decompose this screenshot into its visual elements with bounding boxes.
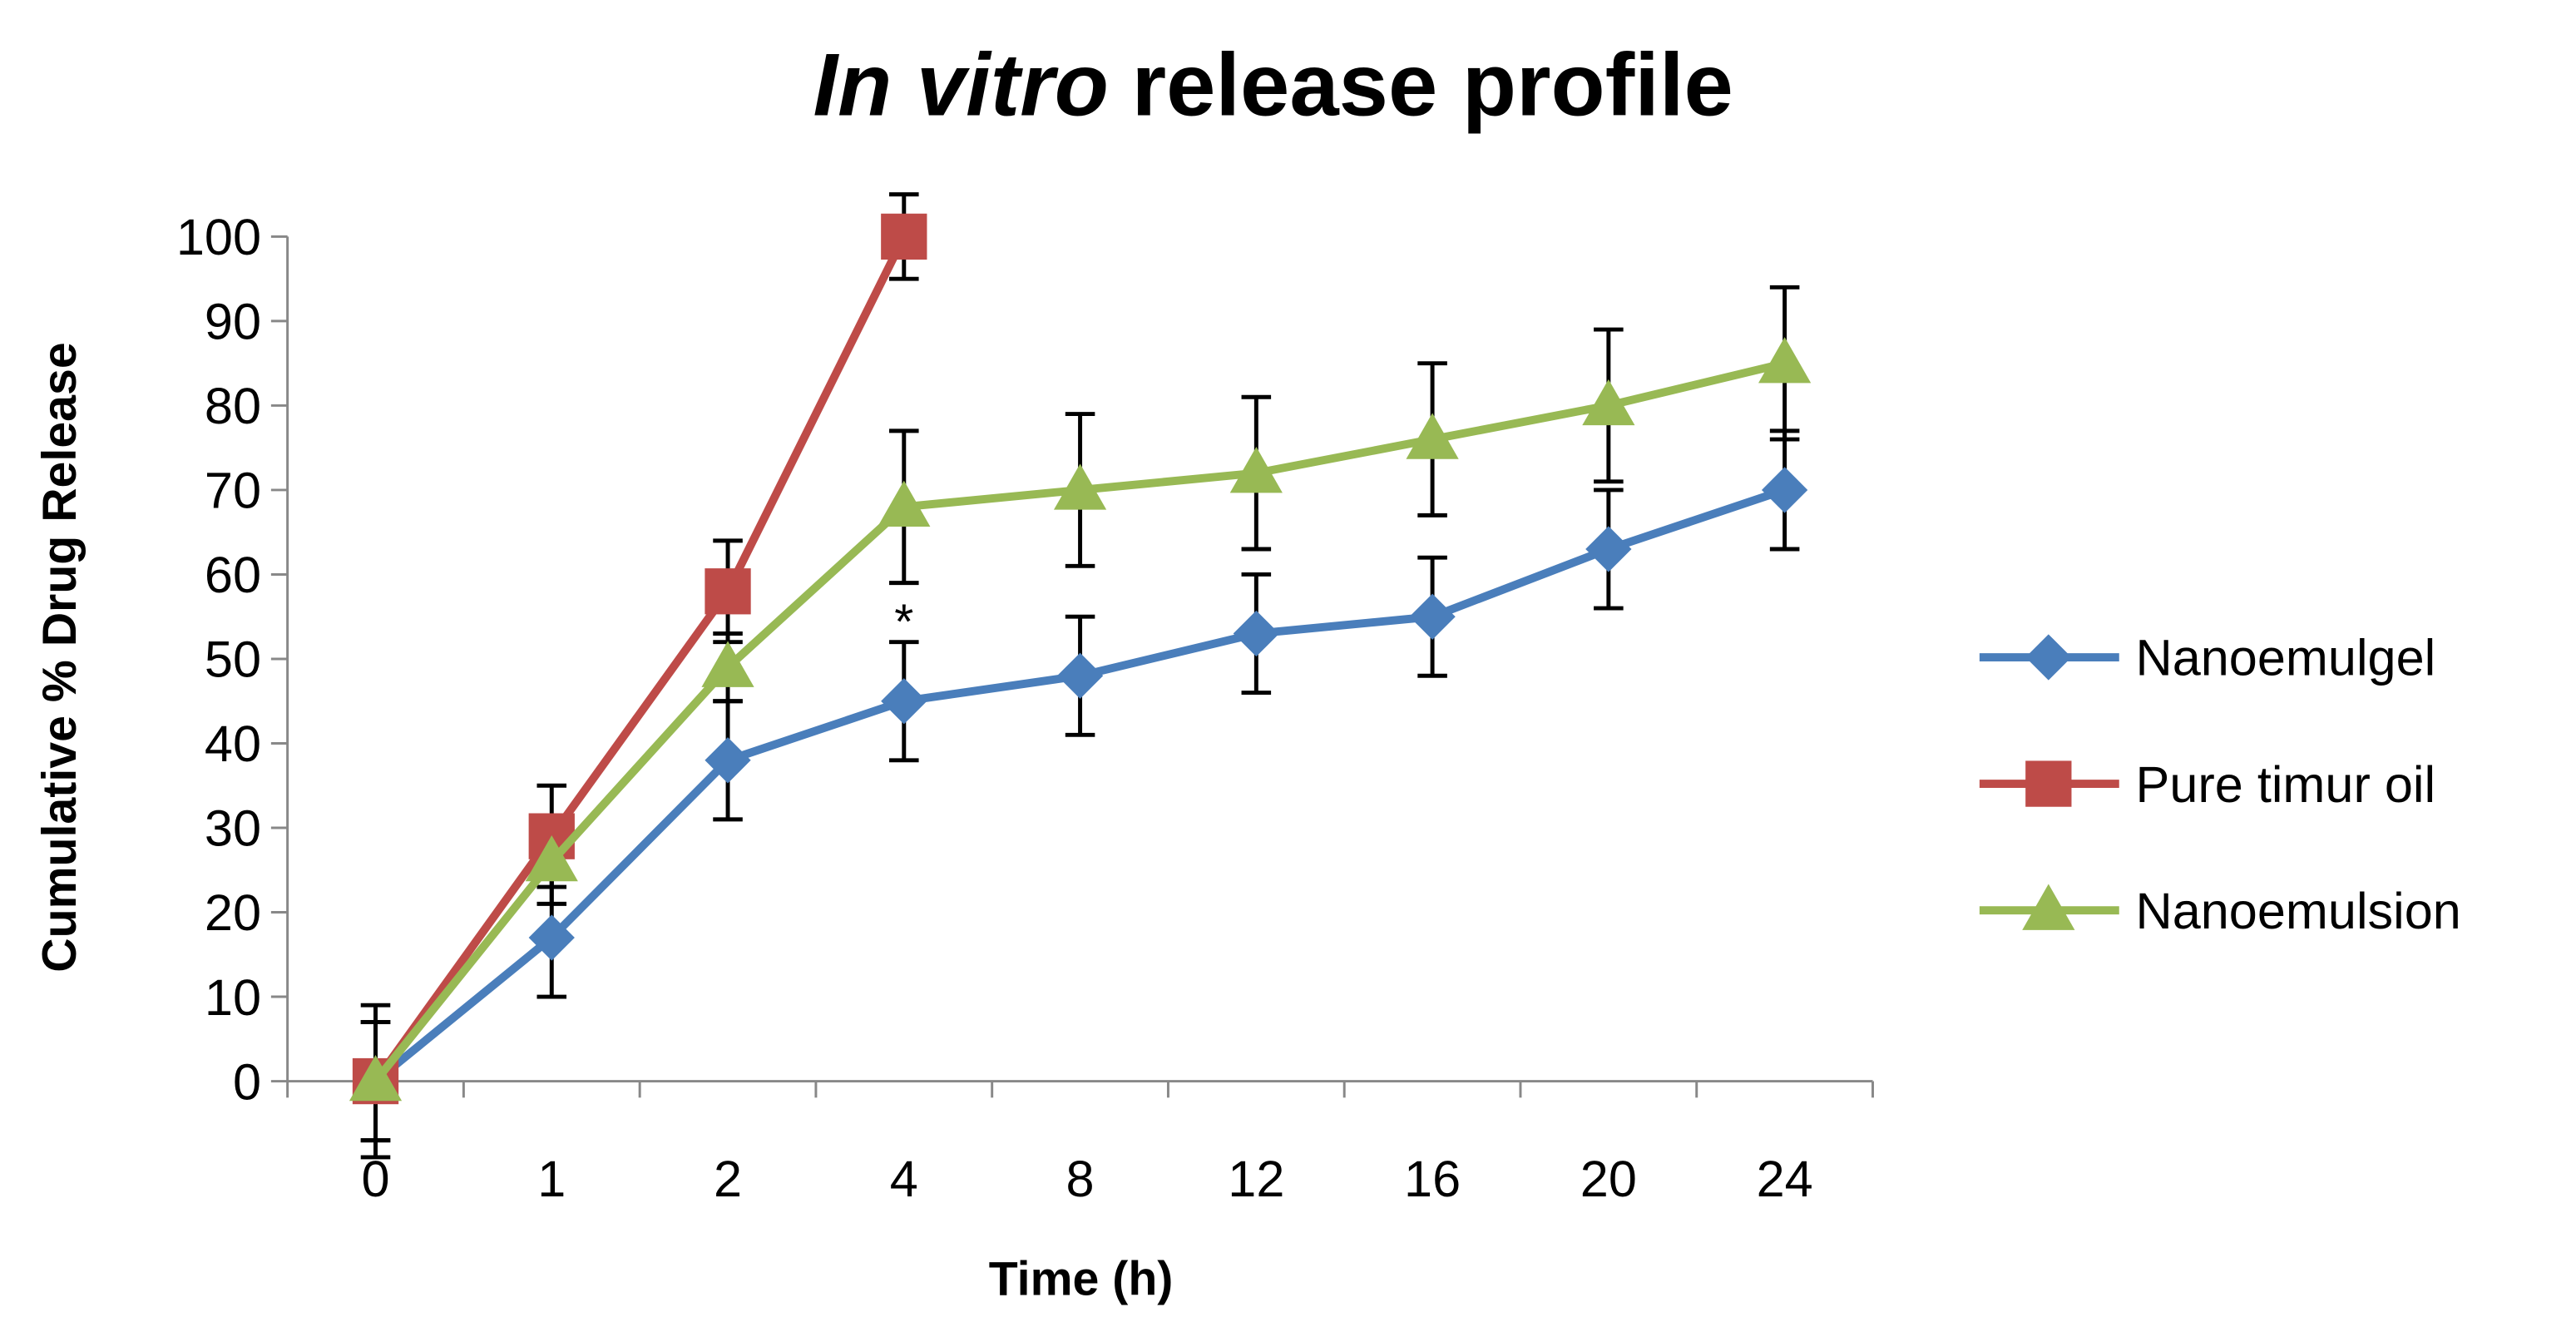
legend-marker — [2025, 760, 2072, 807]
chart-title: In vitro release profile — [813, 34, 1733, 134]
data-point — [1229, 447, 1283, 493]
x-tick-label: 12 — [1228, 1151, 1284, 1207]
y-axis-label: Cumulative % Drug Release — [33, 342, 87, 972]
data-point — [705, 568, 751, 615]
data-point — [1582, 379, 1635, 426]
y-tick-label: 20 — [205, 884, 261, 941]
series-line — [372, 235, 908, 1084]
x-axis-label: Time (h) — [989, 1252, 1174, 1305]
y-tick-label: 100 — [176, 209, 261, 265]
data-point — [1053, 463, 1107, 510]
x-tick-label: 24 — [1757, 1151, 1813, 1207]
title-rest: release profile — [1132, 34, 1733, 134]
title-italic: In vitro — [813, 34, 1109, 134]
data-point — [1761, 467, 1808, 513]
x-tick-label: 4 — [890, 1151, 918, 1207]
data-point — [705, 737, 751, 784]
y-tick-label: 0 — [233, 1053, 261, 1110]
legend-label: Nanoemulsion — [2136, 883, 2461, 939]
data-point — [525, 835, 578, 882]
y-tick-label: 60 — [205, 547, 261, 603]
plot-root: In vitro release profile Time (h) Cumulat… — [33, 34, 2461, 1305]
data-point — [701, 641, 754, 687]
x-tick-label: 20 — [1580, 1151, 1637, 1207]
y-tick-label: 30 — [205, 800, 261, 857]
x-tick-label: 1 — [537, 1151, 566, 1207]
annotation: * — [894, 594, 913, 650]
legend-marker — [2022, 884, 2075, 930]
x-tick-label: 16 — [1404, 1151, 1461, 1207]
y-tick-label: 40 — [205, 716, 261, 772]
x-tick-label: 2 — [714, 1151, 742, 1207]
data-point — [881, 678, 927, 725]
legend-label: Nanoemulgel — [2136, 630, 2436, 686]
data-point — [1585, 526, 1632, 572]
y-tick-label: 90 — [205, 294, 261, 350]
y-tick-label: 80 — [205, 378, 261, 434]
y-tick-label: 70 — [205, 463, 261, 519]
data-point — [881, 213, 927, 260]
data-point — [349, 1054, 403, 1102]
legend-label: Pure timur oil — [2136, 756, 2436, 813]
y-tick-label: 50 — [205, 631, 261, 688]
data-point — [1758, 337, 1812, 384]
legend-marker — [2025, 634, 2072, 681]
y-tick-label: 10 — [205, 969, 261, 1026]
data-point — [1409, 593, 1456, 640]
x-tick-label: 0 — [361, 1151, 389, 1207]
data-point — [1233, 610, 1279, 657]
x-tick-label: 8 — [1066, 1151, 1095, 1207]
data-point — [878, 480, 931, 527]
data-point — [1056, 652, 1104, 699]
data-point — [1406, 413, 1459, 459]
